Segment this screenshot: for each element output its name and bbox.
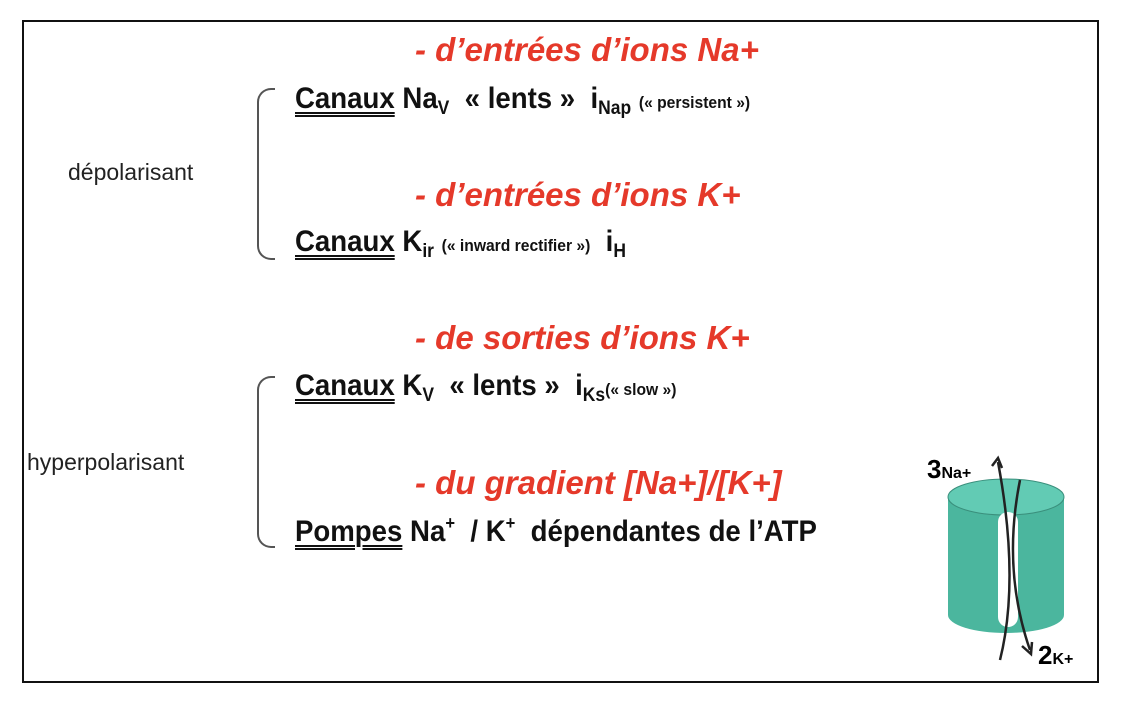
- current-sub: Ks: [582, 385, 606, 406]
- heading-k-entry: - d’entrées d’ions K+: [415, 176, 741, 213]
- ion-sub: ir: [422, 241, 434, 262]
- label-hyperpolarisant: hyperpolarisant: [27, 449, 185, 475]
- rest: dépendantes de l’ATP: [530, 515, 817, 548]
- current: i: [575, 369, 583, 402]
- label-depolarisant: dépolarisant: [68, 159, 194, 185]
- note: (« persistent »): [638, 93, 751, 112]
- na-sup: +: [445, 513, 456, 533]
- note: (« inward rectifier »): [441, 236, 591, 255]
- line-nav-channels: Canaux NaV « lents » iNap (« persistent …: [295, 82, 751, 119]
- ion: K: [402, 225, 423, 258]
- na-label: Na+: [941, 465, 972, 482]
- ion: Na: [402, 82, 438, 115]
- na: Na: [410, 515, 446, 548]
- pompes: Pompes: [295, 515, 403, 548]
- ion-sub: V: [437, 98, 450, 119]
- current-sub: H: [613, 241, 626, 262]
- heading-k-exit: - de sorties d’ions K+: [415, 319, 750, 356]
- canaux: Canaux: [295, 225, 395, 258]
- canaux: Canaux: [295, 369, 395, 402]
- line-pumps: Pompes Na+ / K+ dépendantes de l’ATP: [295, 514, 817, 547]
- current: i: [590, 82, 599, 115]
- current: i: [605, 225, 614, 258]
- na-count: 3: [927, 454, 942, 484]
- k-count-label: 2K+: [1038, 640, 1073, 671]
- ion-sub: V: [422, 385, 434, 406]
- bracket-depolarisant: [257, 88, 275, 260]
- heading-na-entry: - d’entrées d’ions Na+: [415, 31, 759, 68]
- desc: « lents »: [449, 369, 560, 402]
- k-sup: +: [505, 513, 516, 533]
- k-label: K+: [1052, 651, 1074, 668]
- desc: « lents »: [464, 82, 576, 115]
- sep: /: [470, 515, 479, 548]
- k: K: [485, 515, 506, 548]
- bracket-hyperpolarisant: [257, 376, 275, 548]
- current-sub: Nap: [598, 98, 632, 119]
- heading-gradient: - du gradient [Na+]/[K+]: [415, 464, 782, 501]
- line-kv-channels: Canaux KV « lents » iKs(« slow »): [295, 369, 677, 406]
- note: (« slow »): [605, 380, 677, 399]
- na-k-pump-icon: [947, 455, 1065, 661]
- line-kir-channels: Canaux Kir (« inward rectifier ») iH: [295, 225, 626, 262]
- slide-frame: [22, 20, 1099, 683]
- canaux: Canaux: [295, 82, 395, 115]
- na-count-label: 3Na+: [927, 454, 971, 485]
- k-count: 2: [1038, 640, 1053, 670]
- ion: K: [402, 369, 423, 402]
